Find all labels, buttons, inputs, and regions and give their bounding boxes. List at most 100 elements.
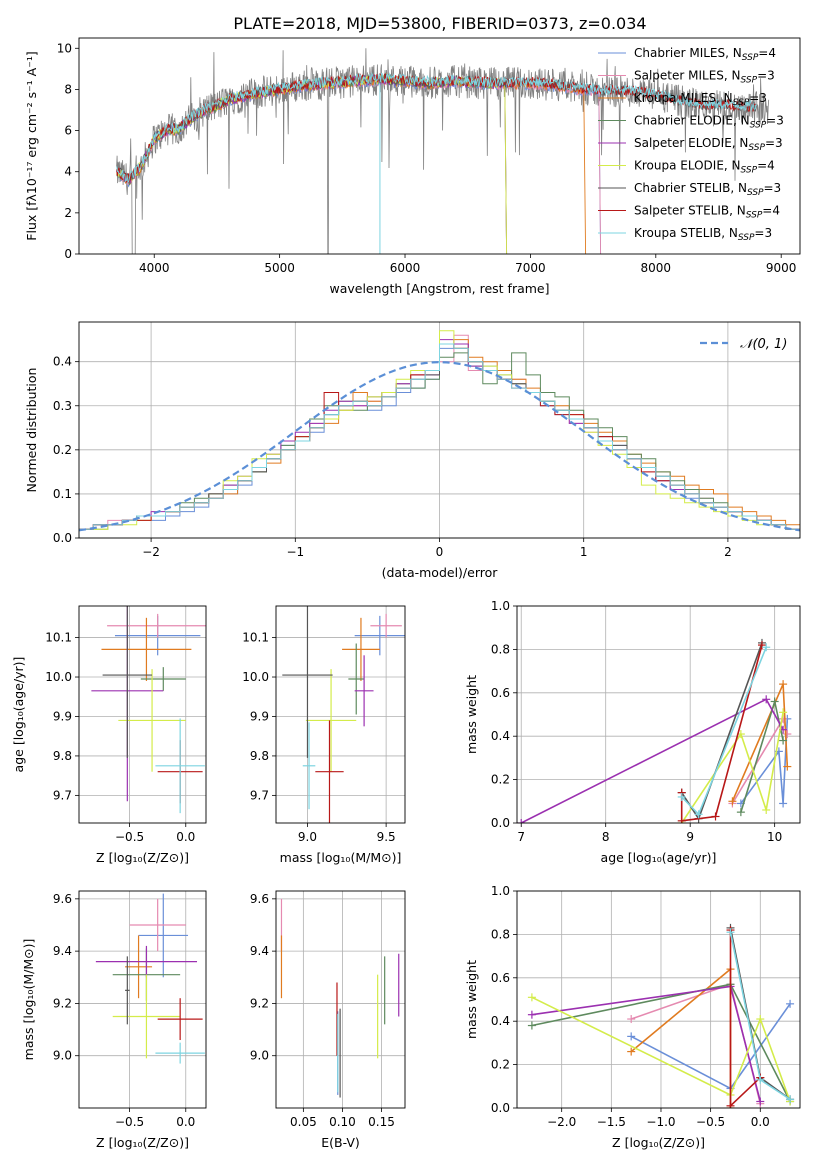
axes-frame	[516, 890, 801, 1109]
legend-entry-sub: SSP	[741, 76, 758, 86]
x-axis-label: age [log₁₀(age/yr)]	[601, 850, 717, 865]
x-tick-label: 0.0	[176, 830, 195, 844]
legend-entry: Salpeter MILES, NSSP=3	[634, 69, 775, 86]
legend-entry-sub: SSP	[747, 188, 764, 198]
x-tick-label: 5000	[264, 261, 295, 275]
figure-title: PLATE=2018, MJD=53800, FIBERID=0373, z=0…	[233, 14, 646, 33]
axes-frame	[516, 605, 801, 824]
x-tick-label: 0.05	[290, 1115, 317, 1129]
y-tick-label: 8	[64, 82, 72, 96]
x-tick-label: 8000	[641, 261, 672, 275]
y-tick-label: 10.1	[45, 631, 72, 645]
y-tick-label: 0.8	[491, 642, 510, 656]
y-tick-label: 0.0	[491, 816, 510, 830]
weight-line	[681, 712, 784, 823]
spectrum-model-line	[116, 73, 757, 183]
y-tick-label: 0	[64, 247, 72, 261]
y-tick-label: 9.4	[250, 944, 269, 958]
x-axis-label: Z [log₁₀(Z/Z⊙)]	[96, 850, 189, 865]
legend-entry-sub: SSP	[750, 121, 767, 131]
axes-frame	[275, 605, 406, 824]
y-tick-label: 10	[57, 41, 72, 55]
x-axis-label: wavelength [Angstrom, rest frame]	[329, 281, 549, 296]
axes-mass_vs_Z: −0.5 0.0 9.0 9.2 9.4 9.6 Z [log₁₀(Z/Z⊙)] mass […	[21, 890, 207, 1150]
x-tick-label: 10	[767, 830, 782, 844]
legend-entry: Kroupa ELODIE, NSSP=4	[634, 159, 775, 176]
x-tick-label: −0.5	[115, 830, 144, 844]
x-tick-label: 2	[724, 545, 732, 559]
legend-entry-sub: SSP	[748, 143, 765, 153]
y-tick-label: 0.6	[491, 971, 510, 985]
spectrum-model-line	[116, 71, 757, 184]
x-tick-label: 7000	[515, 261, 546, 275]
plot-area	[280, 898, 400, 1098]
x-tick-label: 0	[436, 545, 444, 559]
plot-area	[282, 606, 405, 823]
x-tick-label: 9000	[766, 261, 797, 275]
legend-entry-tail: =3	[766, 114, 784, 128]
legend-entry-sub: SSP	[746, 211, 763, 221]
y-tick-label: 0.1	[53, 487, 72, 501]
legend-entry: Kroupa STELIB, NSSP=3	[634, 226, 772, 243]
spectrum-model-line	[116, 76, 602, 254]
legend-entry-main: Chabrier MILES, N	[634, 46, 742, 60]
legend-entry-tail: =3	[764, 181, 782, 195]
y-tick-label: 0.2	[491, 773, 510, 787]
x-tick-label: −1.5	[597, 1115, 626, 1129]
legend-entry-main: Chabrier STELIB, N	[634, 181, 747, 195]
x-tick-label: 1	[580, 545, 588, 559]
legend-entry-main: Kroupa STELIB, N	[634, 226, 738, 240]
legend-entry: Salpeter STELIB, NSSP=4	[634, 204, 780, 221]
x-tick-label: 7	[517, 830, 525, 844]
y-tick-label: 0.0	[53, 531, 72, 545]
y-axis-label: mass weight	[464, 675, 479, 754]
y-tick-label: 10.1	[242, 631, 269, 645]
x-tick-label: 0.15	[368, 1115, 395, 1129]
y-axis-label: mass weight	[464, 960, 479, 1039]
legend-entry-tail: =4	[757, 159, 775, 173]
y-tick-label: 0.4	[491, 729, 510, 743]
legend-entry: Chabrier MILES, NSSP=4	[634, 46, 776, 63]
x-tick-label: 8	[602, 830, 610, 844]
x-tick-label: −1	[286, 545, 304, 559]
x-tick-label: −1.0	[646, 1115, 675, 1129]
legend-normal-label: 𝒩(0, 1)	[740, 337, 787, 352]
y-tick-label: 0.2	[53, 443, 72, 457]
y-tick-label: 10.0	[242, 670, 269, 684]
y-tick-label: 9.0	[53, 1049, 72, 1063]
y-tick-label: 9.8	[250, 749, 269, 763]
axes-age_vs_Z: −0.5 0.0 9.7 9.8 9.9 10.0 10.1 Z [log₁₀(Z/Z⊙)] a…	[11, 605, 207, 865]
y-tick-label: 9.2	[250, 996, 269, 1010]
plot-area	[79, 330, 800, 538]
axes-mass_vs_EBV: 0.05 0.10 0.15 9.0 9.2 9.4 9.6 E(B-V)	[250, 890, 406, 1150]
plot-area	[91, 606, 206, 814]
legend-entry: Salpeter ELODIE, NSSP=3	[634, 136, 783, 153]
axes-frame	[78, 321, 801, 539]
legend-entry-tail: =4	[762, 204, 780, 218]
y-tick-label: 2	[64, 206, 72, 220]
y-axis-label: Normed distribution	[24, 368, 39, 493]
spectrum-model-line	[116, 73, 508, 254]
y-tick-label: 9.8	[53, 749, 72, 763]
axes-residuals: −2 −1 0 1 2 0.0 0.1 0.2 0.3 0.4 (data-model)/error…	[24, 321, 801, 580]
normal-curve	[79, 360, 800, 532]
legend-entry-tail: =3	[765, 136, 783, 150]
weight-line	[531, 996, 791, 1102]
y-tick-label: 9.0	[250, 1049, 269, 1063]
x-tick-label: −0.5	[115, 1115, 144, 1129]
y-tick-label: 9.9	[250, 709, 269, 723]
legend-entry-tail: =3	[757, 69, 775, 83]
weight-line	[630, 983, 762, 1104]
y-axis-label: mass [log₁₀(M/M⊙)]	[21, 939, 36, 1061]
x-axis-label: Z [log₁₀(Z/Z⊙)]	[612, 1135, 705, 1150]
axes-spectrum: 4000 5000 6000 7000 8000 9000 0 2 4 6 8 10 wavelengt…	[24, 37, 801, 296]
spectrum-model-line	[116, 72, 508, 254]
axes-frame	[78, 890, 207, 1109]
axes-frame	[78, 37, 801, 255]
y-axis-label: age [log₁₀(age/yr)]	[11, 657, 26, 773]
y-tick-label: 9.7	[53, 788, 72, 802]
histogram-series	[79, 343, 800, 538]
axes-frame	[275, 890, 406, 1109]
axes-frame	[78, 605, 207, 824]
y-tick-label: 1.0	[491, 599, 510, 613]
